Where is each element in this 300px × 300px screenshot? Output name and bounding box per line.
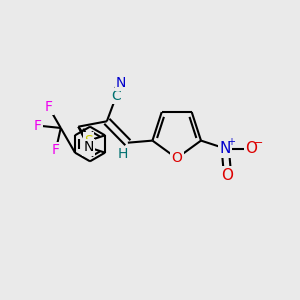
Text: F: F [44, 100, 52, 114]
Text: O: O [246, 141, 258, 156]
Text: H: H [117, 147, 128, 161]
Text: F: F [52, 143, 60, 157]
Text: O: O [222, 168, 234, 183]
Text: S: S [84, 134, 93, 148]
Text: F: F [33, 118, 41, 133]
Text: N: N [83, 140, 94, 154]
Text: N: N [116, 76, 126, 90]
Text: −: − [254, 138, 263, 148]
Text: +: + [227, 137, 235, 147]
Text: O: O [171, 151, 182, 165]
Text: N: N [220, 141, 231, 156]
Text: C: C [111, 89, 121, 103]
